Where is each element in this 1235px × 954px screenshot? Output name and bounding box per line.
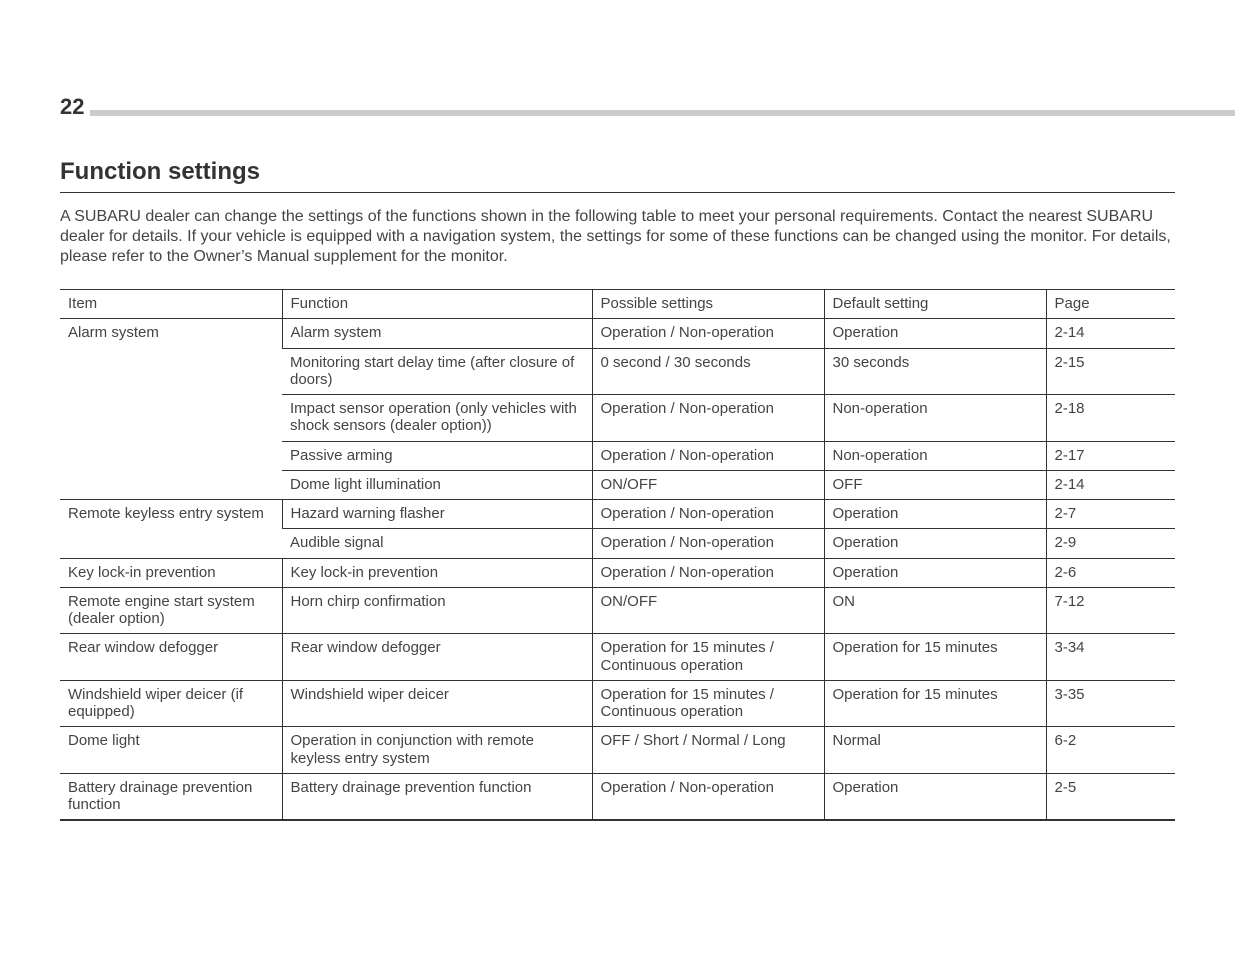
title-underline: [60, 192, 1175, 193]
cell-default: Operation: [824, 558, 1046, 587]
cell-function: Horn chirp confirmation: [282, 587, 592, 634]
cell-default: Non-operation: [824, 441, 1046, 470]
cell-default: ON: [824, 587, 1046, 634]
cell-function: Audible signal: [282, 529, 592, 558]
cell-page: 6-2: [1046, 727, 1175, 774]
col-page: Page: [1046, 290, 1175, 319]
cell-default: Operation: [824, 773, 1046, 820]
cell-possible: 0 second / 30 seconds: [592, 348, 824, 395]
cell-page: 2-14: [1046, 470, 1175, 499]
table-row: Dome lightOperation in conjunction with …: [60, 727, 1175, 774]
cell-item: Battery drainage prevention function: [60, 773, 282, 820]
cell-page: 3-35: [1046, 680, 1175, 727]
section-title: Function settings: [60, 158, 1175, 186]
cell-possible: Operation / Non-operation: [592, 529, 824, 558]
cell-item: Alarm system: [60, 319, 282, 500]
cell-item: Windshield wiper deicer (if equipped): [60, 680, 282, 727]
cell-possible: Operation for 15 minutes / Continuous op…: [592, 634, 824, 681]
cell-page: 2-9: [1046, 529, 1175, 558]
settings-table: Item Function Possible settings Default …: [60, 289, 1175, 821]
cell-page: 7-12: [1046, 587, 1175, 634]
table-row: Remote engine start system (dealer optio…: [60, 587, 1175, 634]
table-row: Alarm systemAlarm systemOperation / Non-…: [60, 319, 1175, 348]
cell-possible: Operation / Non-operation: [592, 395, 824, 442]
cell-page: 2-7: [1046, 500, 1175, 529]
cell-possible: Operation / Non-operation: [592, 319, 824, 348]
cell-function: Impact sensor operation (only vehicles w…: [282, 395, 592, 442]
cell-function: Monitoring start delay time (after closu…: [282, 348, 592, 395]
cell-function: Key lock-in prevention: [282, 558, 592, 587]
cell-possible: Operation / Non-operation: [592, 773, 824, 820]
cell-possible: Operation / Non-operation: [592, 441, 824, 470]
table-body: Alarm systemAlarm systemOperation / Non-…: [60, 319, 1175, 821]
cell-page: 2-6: [1046, 558, 1175, 587]
cell-function: Passive arming: [282, 441, 592, 470]
cell-item: Dome light: [60, 727, 282, 774]
table-row: Remote keyless entry systemHazard warnin…: [60, 500, 1175, 529]
manual-page: 22 Function settings A SUBARU dealer can…: [0, 0, 1235, 881]
col-possible: Possible settings: [592, 290, 824, 319]
col-default: Default setting: [824, 290, 1046, 319]
cell-function: Battery drainage prevention function: [282, 773, 592, 820]
cell-function: Operation in conjunction with remote key…: [282, 727, 592, 774]
cell-default: 30 seconds: [824, 348, 1046, 395]
cell-function: Rear window defogger: [282, 634, 592, 681]
cell-page: 2-17: [1046, 441, 1175, 470]
cell-default: Non-operation: [824, 395, 1046, 442]
cell-item: Remote keyless entry system: [60, 500, 282, 559]
header-rule: [60, 110, 1235, 116]
cell-function: Dome light illumination: [282, 470, 592, 499]
cell-page: 2-5: [1046, 773, 1175, 820]
col-item: Item: [60, 290, 282, 319]
cell-default: Operation: [824, 529, 1046, 558]
cell-default: Operation: [824, 319, 1046, 348]
cell-default: OFF: [824, 470, 1046, 499]
cell-item: Key lock-in prevention: [60, 558, 282, 587]
cell-possible: Operation / Non-operation: [592, 500, 824, 529]
page-number: 22: [60, 94, 90, 120]
cell-possible: OFF / Short / Normal / Long: [592, 727, 824, 774]
cell-function: Alarm system: [282, 319, 592, 348]
cell-default: Normal: [824, 727, 1046, 774]
cell-possible: Operation / Non-operation: [592, 558, 824, 587]
cell-item: Remote engine start system (dealer optio…: [60, 587, 282, 634]
page-header: 22: [60, 100, 1175, 124]
cell-page: 2-15: [1046, 348, 1175, 395]
cell-possible: Operation for 15 minutes / Continuous op…: [592, 680, 824, 727]
cell-default: Operation for 15 minutes: [824, 634, 1046, 681]
cell-page: 3-34: [1046, 634, 1175, 681]
cell-function: Windshield wiper deicer: [282, 680, 592, 727]
cell-item: Rear window defogger: [60, 634, 282, 681]
cell-function: Hazard warning flasher: [282, 500, 592, 529]
cell-default: Operation: [824, 500, 1046, 529]
table-header-row: Item Function Possible settings Default …: [60, 290, 1175, 319]
table-row: Battery drainage prevention functionBatt…: [60, 773, 1175, 820]
cell-page: 2-18: [1046, 395, 1175, 442]
cell-page: 2-14: [1046, 319, 1175, 348]
cell-default: Operation for 15 minutes: [824, 680, 1046, 727]
cell-possible: ON/OFF: [592, 470, 824, 499]
col-function: Function: [282, 290, 592, 319]
table-row: Windshield wiper deicer (if equipped)Win…: [60, 680, 1175, 727]
cell-possible: ON/OFF: [592, 587, 824, 634]
intro-paragraph: A SUBARU dealer can change the settings …: [60, 207, 1175, 267]
table-row: Rear window defoggerRear window defogger…: [60, 634, 1175, 681]
table-row: Key lock-in preventionKey lock-in preven…: [60, 558, 1175, 587]
